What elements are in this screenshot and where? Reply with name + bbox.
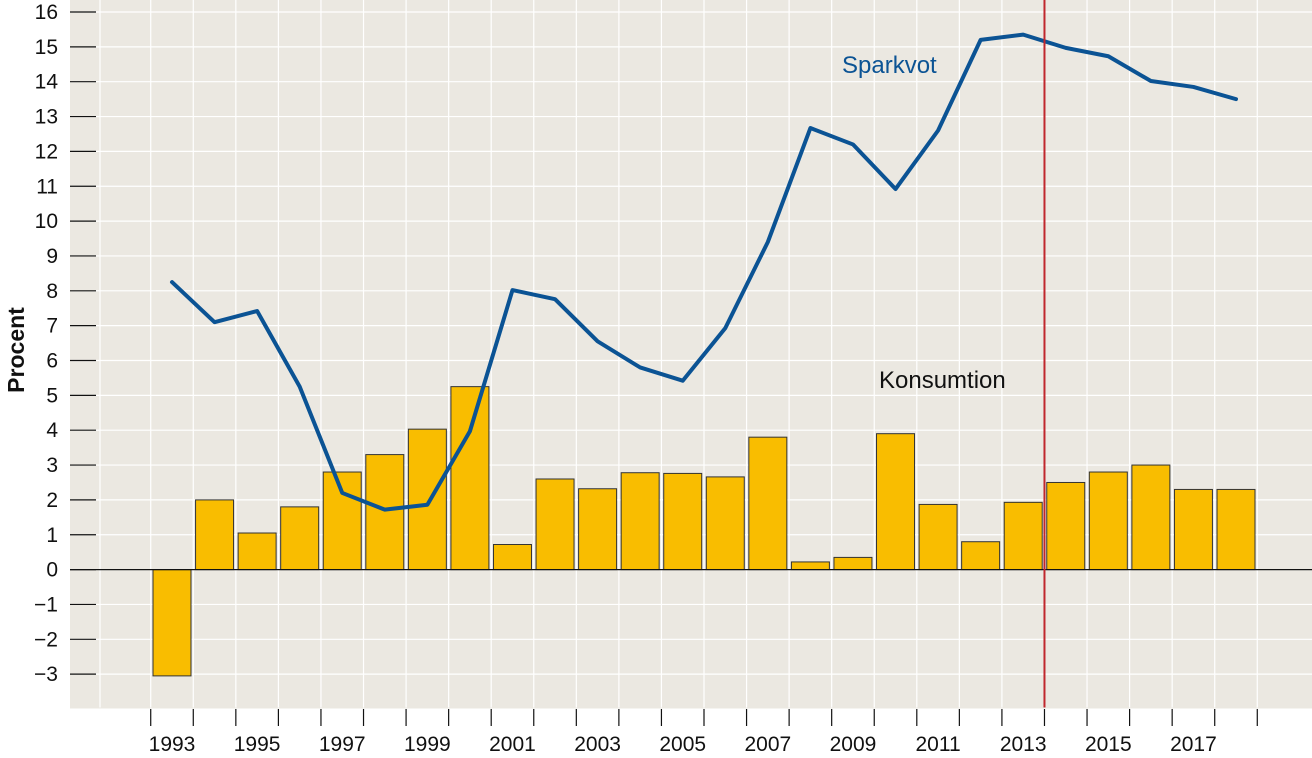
bar-konsumtion xyxy=(280,506,320,571)
x-tick-label: 2015 xyxy=(1085,733,1132,756)
bar-konsumtion xyxy=(1088,471,1128,571)
y-tick-label: 5 xyxy=(46,384,58,407)
x-tick-label: 1993 xyxy=(149,733,196,756)
bar-konsumtion xyxy=(876,433,916,571)
y-tick-label: 16 xyxy=(35,1,58,24)
x-tick-label: 2011 xyxy=(915,733,960,756)
bar-konsumtion xyxy=(663,472,703,571)
x-tick-label: 1999 xyxy=(404,733,451,756)
y-tick-label: 11 xyxy=(36,175,58,198)
bar-konsumtion xyxy=(790,561,830,571)
x-tick-label: 2017 xyxy=(1170,733,1217,756)
bar-konsumtion xyxy=(1131,464,1171,571)
x-tick-label: 2013 xyxy=(1000,733,1047,756)
bar-konsumtion xyxy=(578,488,618,571)
bar-konsumtion xyxy=(748,436,788,571)
x-tick-label: 2009 xyxy=(830,733,877,756)
bar-konsumtion xyxy=(237,532,277,571)
y-tick-label: 7 xyxy=(46,315,58,338)
bar-konsumtion xyxy=(961,541,1001,571)
bar-konsumtion xyxy=(195,499,235,571)
bar-konsumtion xyxy=(833,556,873,571)
y-tick-label: 13 xyxy=(35,106,58,129)
bar-konsumtion xyxy=(322,471,362,571)
y-tick-label: 0 xyxy=(46,559,58,582)
bar-konsumtion xyxy=(535,478,575,571)
x-tick-label: 1997 xyxy=(319,733,366,756)
bar-konsumtion xyxy=(450,386,490,571)
y-tick-label: 1 xyxy=(46,524,58,547)
x-tick-label: 2005 xyxy=(659,733,706,756)
bar-konsumtion xyxy=(1173,488,1213,571)
bar-konsumtion xyxy=(1046,481,1086,571)
y-tick-label: −1 xyxy=(34,593,58,616)
y-tick-label: −2 xyxy=(34,628,58,651)
bar-konsumtion xyxy=(1216,488,1256,571)
bar-konsumtion xyxy=(1003,501,1043,571)
y-tick-label: 3 xyxy=(46,454,58,477)
bar-konsumtion xyxy=(407,428,447,571)
y-tick-label: 14 xyxy=(35,71,59,94)
bar-konsumtion xyxy=(705,476,745,571)
y-tick-label: −3 xyxy=(34,663,58,686)
series-label-konsumtion: Konsumtion xyxy=(879,367,1006,394)
bar-konsumtion xyxy=(918,503,958,571)
x-tick-label: 1995 xyxy=(234,733,281,756)
y-axis-title: Procent xyxy=(3,307,29,393)
plot-background xyxy=(70,0,1312,708)
y-tick-label: 4 xyxy=(46,419,58,442)
series-label-sparkvot: Sparkvot xyxy=(842,52,937,79)
grid-layer xyxy=(70,0,1312,708)
y-tick-label: 9 xyxy=(46,245,58,268)
line-sparkvot xyxy=(170,32,1238,512)
x-tick-label: 2001 xyxy=(489,733,536,756)
y-tick-label: 6 xyxy=(46,350,58,373)
y-tick-label: 12 xyxy=(35,140,58,163)
bar-konsumtion xyxy=(152,569,192,677)
y-tick-label: 15 xyxy=(35,36,58,59)
line-layer xyxy=(170,32,1238,512)
bar-konsumtion xyxy=(492,544,532,571)
x-tick-label: 2003 xyxy=(574,733,621,756)
x-tick-label: 2007 xyxy=(744,733,791,756)
y-tick-label: 8 xyxy=(46,280,58,303)
bars-layer xyxy=(152,386,1256,677)
bar-konsumtion xyxy=(365,454,405,571)
bar-konsumtion xyxy=(620,472,660,571)
y-tick-label: 2 xyxy=(46,489,58,512)
y-tick-label: 10 xyxy=(35,210,58,233)
